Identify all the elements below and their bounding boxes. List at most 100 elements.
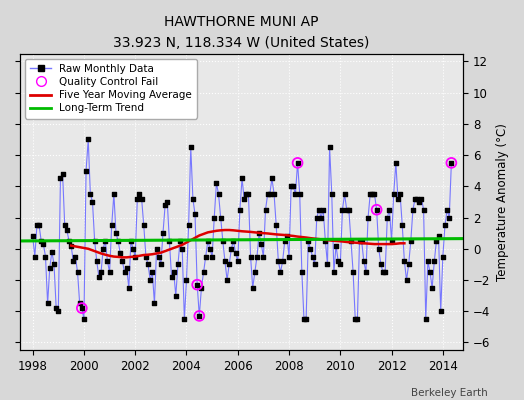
Point [336, 261, 344, 268]
Title: HAWTHORNE MUNI AP
33.923 N, 118.334 W (United States): HAWTHORNE MUNI AP 33.923 N, 118.334 W (U… [113, 15, 370, 50]
Point [441, 222, 449, 228]
Point [268, 175, 276, 182]
Point [296, 191, 304, 197]
Point [353, 316, 362, 322]
Point [157, 261, 165, 268]
Point [114, 238, 122, 244]
Point [146, 277, 155, 283]
Point [39, 241, 48, 247]
Point [91, 238, 99, 244]
Point [84, 136, 92, 143]
Point [246, 253, 255, 260]
Point [332, 242, 340, 249]
Point [238, 175, 246, 182]
Point [227, 246, 236, 252]
Point [82, 168, 90, 174]
Point [396, 191, 405, 197]
Point [447, 160, 455, 166]
Point [264, 191, 272, 197]
Point [291, 191, 300, 197]
Point [428, 285, 436, 291]
Point [234, 258, 242, 264]
Point [276, 269, 285, 275]
Point [169, 269, 178, 275]
Point [75, 300, 84, 307]
Point [341, 191, 349, 197]
Point [171, 292, 180, 299]
Point [368, 191, 377, 197]
Point [302, 316, 310, 322]
Point [255, 230, 263, 236]
Point [78, 305, 86, 311]
Point [370, 191, 379, 197]
Point [248, 285, 257, 291]
Point [405, 261, 413, 268]
Point [133, 196, 141, 202]
Point [41, 253, 50, 260]
Y-axis label: Temperature Anomaly (°C): Temperature Anomaly (°C) [496, 123, 509, 281]
Point [208, 253, 216, 260]
Point [424, 258, 432, 264]
Point [426, 269, 434, 275]
Point [443, 206, 451, 213]
Point [398, 222, 407, 228]
Point [415, 199, 423, 205]
Point [236, 206, 244, 213]
Point [189, 196, 197, 202]
Point [195, 313, 203, 319]
Point [287, 183, 296, 190]
Point [187, 144, 195, 150]
Point [253, 253, 261, 260]
Point [80, 316, 88, 322]
Point [216, 214, 225, 221]
Point [214, 191, 223, 197]
Point [167, 274, 176, 280]
Point [278, 258, 287, 264]
Point [323, 261, 332, 268]
Point [377, 261, 385, 268]
Point [366, 191, 375, 197]
Point [161, 202, 169, 208]
Point [210, 214, 219, 221]
Point [135, 191, 144, 197]
Point [266, 191, 274, 197]
Point [373, 206, 381, 213]
Point [182, 277, 191, 283]
Point [131, 253, 139, 260]
Point [35, 222, 43, 228]
Point [86, 191, 94, 197]
Point [30, 253, 39, 260]
Point [193, 282, 201, 288]
Point [101, 238, 110, 244]
Point [349, 269, 357, 275]
Point [193, 282, 201, 288]
Point [95, 274, 103, 280]
Point [123, 264, 131, 271]
Point [200, 269, 208, 275]
Point [272, 222, 280, 228]
Point [110, 191, 118, 197]
Point [206, 246, 214, 252]
Point [37, 238, 46, 244]
Point [447, 160, 455, 166]
Point [28, 233, 37, 240]
Point [195, 313, 203, 319]
Point [373, 206, 381, 213]
Point [180, 316, 189, 322]
Point [421, 316, 430, 322]
Point [197, 285, 205, 291]
Point [409, 206, 417, 213]
Point [387, 238, 396, 244]
Point [283, 233, 291, 240]
Point [274, 258, 282, 264]
Point [43, 300, 52, 307]
Point [99, 246, 107, 252]
Point [330, 269, 338, 275]
Point [191, 211, 199, 218]
Point [338, 206, 346, 213]
Point [285, 253, 293, 260]
Point [155, 253, 163, 260]
Point [355, 238, 364, 244]
Point [52, 305, 60, 311]
Point [58, 170, 67, 177]
